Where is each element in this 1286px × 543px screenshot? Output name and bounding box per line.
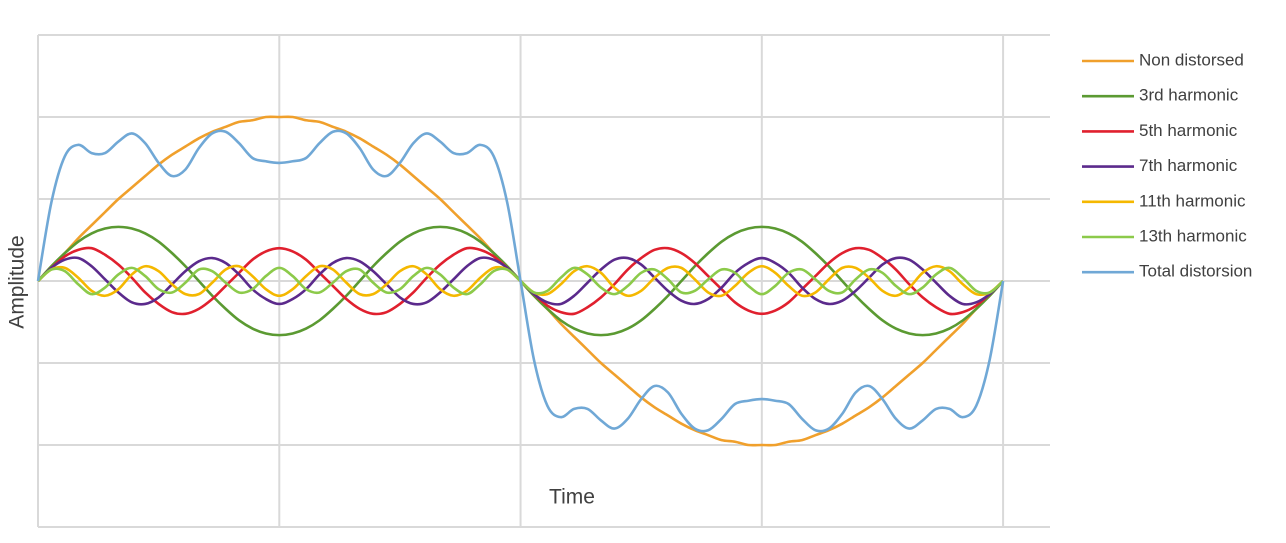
legend-label: 3rd harmonic [1139,86,1239,105]
legend-label: 5th harmonic [1139,121,1238,140]
plot-lines [36,115,1005,447]
y-axis-label: Amplitude [6,235,29,328]
legend-label: Non distorsed [1139,50,1244,69]
legend-label: 11th harmonic [1139,191,1246,210]
legend: Non distorsed 3rd harmonic 5th harmonic 7th… [1082,50,1252,281]
legend-label: 7th harmonic [1139,156,1238,175]
legend-label: 13th harmonic [1139,226,1247,245]
series-line [36,129,1005,433]
legend-label: Total distorsion [1139,262,1252,281]
x-axis-label: Time [549,486,595,509]
grid [37,34,1050,528]
